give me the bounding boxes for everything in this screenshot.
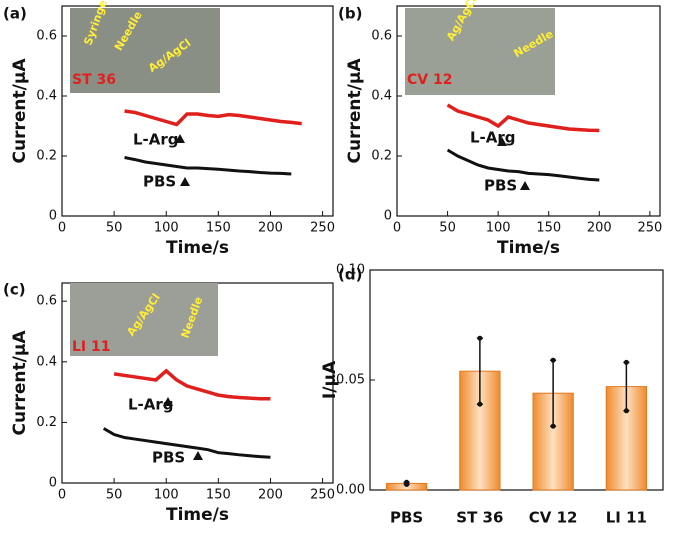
x-tick-label: ST 36 xyxy=(456,509,503,527)
series-label: PBS xyxy=(152,449,185,467)
inset-photo xyxy=(70,8,220,93)
inset-label: ST 36 xyxy=(72,72,116,88)
y-tick-label: 0.4 xyxy=(36,89,57,104)
series-label: L-Arg xyxy=(470,129,516,147)
x-tick-label: 50 xyxy=(106,488,123,503)
y-tick-label: 0.10 xyxy=(336,263,365,278)
x-tick-label: 250 xyxy=(310,488,335,503)
data-line xyxy=(124,109,302,127)
y-tick-label: 0 xyxy=(49,476,57,491)
series-label: L-Arg xyxy=(128,396,174,414)
panel-label: (d) xyxy=(338,266,362,284)
inset-photo xyxy=(70,283,218,356)
y-tick-label: 0.4 xyxy=(36,354,57,369)
y-tick-label: 0.6 xyxy=(371,29,392,44)
error-dot xyxy=(623,408,629,414)
y-tick-label: 0.2 xyxy=(36,149,57,164)
panel-label: (c) xyxy=(3,281,26,299)
x-tick-label: LI 11 xyxy=(606,509,647,527)
panel-label: (a) xyxy=(3,5,27,23)
x-tick-label: 100 xyxy=(154,221,179,236)
y-tick-label: 0.6 xyxy=(36,29,57,44)
x-tick-label: 50 xyxy=(439,221,456,236)
x-tick-label: 150 xyxy=(206,488,231,503)
y-tick-label: 0.4 xyxy=(371,89,392,104)
x-axis-title: Time/s xyxy=(166,505,229,525)
error-dot xyxy=(477,335,483,341)
data-line xyxy=(124,156,292,176)
x-tick-label: CV 12 xyxy=(529,509,578,527)
x-tick-label: 200 xyxy=(587,221,612,236)
x-axis-title: Time/s xyxy=(166,238,229,258)
inset-label: CV 12 xyxy=(407,72,452,88)
x-tick-label: PBS xyxy=(390,509,423,527)
x-tick-label: 250 xyxy=(310,221,335,236)
x-tick-label: 150 xyxy=(206,221,231,236)
panel-label: (b) xyxy=(338,5,362,23)
y-tick-label: 0.2 xyxy=(36,415,57,430)
error-dot xyxy=(550,423,556,429)
y-axis-title: Current/μA xyxy=(345,58,365,164)
y-axis-title: Current/μA xyxy=(10,330,30,436)
x-tick-label: 150 xyxy=(536,221,561,236)
y-tick-label: 0.00 xyxy=(336,483,365,498)
x-tick-label: 0 xyxy=(58,488,66,503)
y-tick-label: 0 xyxy=(384,209,392,224)
x-tick-label: 50 xyxy=(106,221,123,236)
arrow-head xyxy=(520,181,530,190)
arrow-head xyxy=(180,177,190,186)
arrow-head xyxy=(193,451,203,460)
arrow-head xyxy=(163,397,173,406)
inset-label: LI 11 xyxy=(72,339,111,355)
x-tick-label: 0 xyxy=(393,221,401,236)
error-dot xyxy=(404,479,410,485)
plot-frame xyxy=(61,5,334,217)
x-tick-label: 250 xyxy=(637,221,662,236)
x-tick-label: 200 xyxy=(258,488,283,503)
error-dot xyxy=(477,401,483,407)
y-axis-title: Current/μA xyxy=(10,58,30,164)
series-label: PBS xyxy=(484,177,517,195)
y-tick-label: 0.6 xyxy=(36,294,57,309)
y-axis-title: I/μA xyxy=(320,360,340,399)
inset-photo xyxy=(405,8,555,95)
x-tick-label: 100 xyxy=(154,488,179,503)
error-dot xyxy=(623,359,629,365)
x-tick-label: 0 xyxy=(58,221,66,236)
data-line xyxy=(113,368,271,401)
arrow-head xyxy=(175,134,185,143)
series-label: L-Arg xyxy=(133,131,179,149)
error-dot xyxy=(550,357,556,363)
x-tick-label: 100 xyxy=(486,221,511,236)
arrow-head xyxy=(497,137,507,146)
y-tick-label: 0.2 xyxy=(371,149,392,164)
data-line xyxy=(446,148,600,182)
series-label: PBS xyxy=(143,173,176,191)
plot-frame xyxy=(396,5,661,217)
data-line xyxy=(446,103,600,133)
x-tick-label: 200 xyxy=(258,221,283,236)
y-tick-label: 0.05 xyxy=(336,373,365,388)
y-tick-label: 0 xyxy=(49,209,57,224)
x-axis-title: Time/s xyxy=(497,238,560,258)
data-line xyxy=(102,427,271,459)
